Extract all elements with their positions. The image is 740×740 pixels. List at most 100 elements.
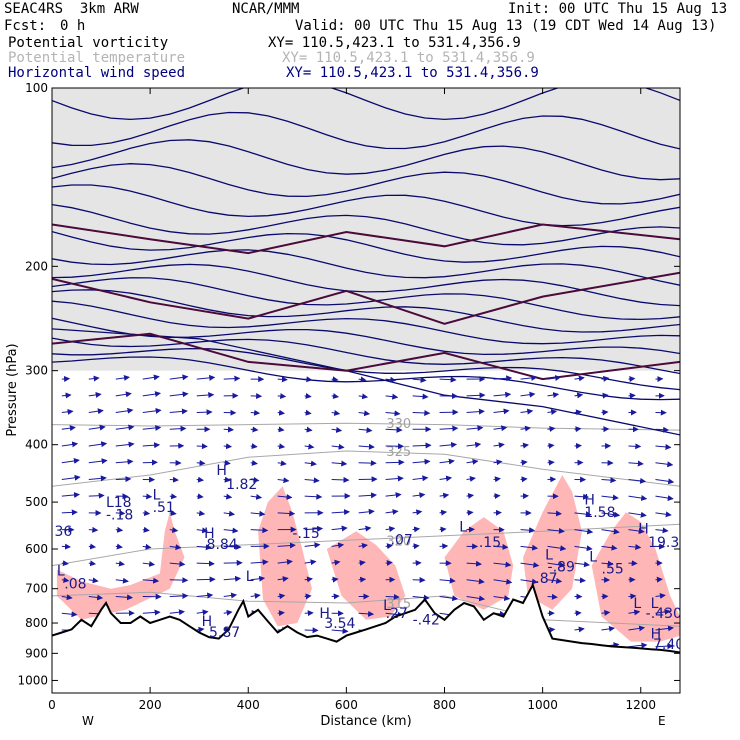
wind-vector — [223, 493, 233, 500]
x-tick-label: 400 — [237, 698, 260, 712]
wind-vector — [250, 510, 266, 517]
pv-annotation: 1.82 — [226, 477, 257, 493]
wind-vector — [574, 626, 585, 633]
wind-vector — [115, 476, 132, 483]
wind-vector — [628, 495, 648, 501]
wind-vector — [466, 560, 483, 567]
wind-vector — [331, 409, 341, 416]
pv-annotation: 1.58 — [584, 505, 615, 521]
wind-vector — [493, 476, 501, 483]
wind-vector — [655, 643, 674, 650]
x-axis-title: Distance (km) — [320, 714, 411, 729]
wind-vector — [520, 561, 540, 568]
wind-vector — [547, 510, 563, 517]
wind-vector — [142, 510, 151, 517]
wind-vector — [196, 560, 215, 567]
wind-vector — [304, 392, 312, 399]
wind-vector — [331, 476, 350, 483]
y-tick-label: 900 — [25, 646, 48, 660]
pv-annotation: H — [651, 627, 662, 643]
wind-vector — [223, 609, 233, 616]
wind-vector — [547, 561, 566, 568]
wind-vector — [331, 576, 339, 583]
wind-vector — [628, 443, 642, 450]
wind-vector — [358, 492, 378, 499]
wind-vector — [493, 425, 508, 432]
wind-vector — [385, 593, 400, 600]
wind-vector — [277, 610, 285, 617]
wind-vector — [628, 625, 646, 632]
wind-vector — [412, 376, 427, 383]
wind-vector — [196, 476, 204, 483]
wind-vector — [574, 511, 592, 518]
wind-vector — [304, 443, 315, 450]
wind-vector — [142, 526, 150, 533]
wind-vector — [61, 491, 81, 498]
x-tick-label: 800 — [433, 698, 456, 712]
wind-vector — [574, 409, 582, 416]
pv-annotation: .55 — [602, 562, 624, 578]
wind-vector — [61, 425, 76, 432]
wind-vector — [250, 409, 261, 416]
wind-vector — [628, 609, 641, 616]
y-tick-label: 700 — [25, 582, 48, 596]
wind-vector — [412, 594, 430, 601]
wind-vector — [655, 592, 666, 599]
wind-vector — [547, 442, 555, 449]
wind-vector — [547, 409, 558, 415]
wind-vector — [277, 477, 290, 484]
wind-vector — [385, 508, 399, 515]
wind-vector — [412, 526, 421, 533]
pv-shade-region — [444, 517, 514, 610]
pv-annotation: H — [584, 493, 595, 509]
wind-vector — [115, 407, 134, 414]
wind-speed-contour — [52, 139, 680, 181]
wind-vector — [61, 509, 78, 516]
wind-vector — [385, 410, 401, 417]
wind-vector — [223, 459, 231, 466]
wind-vector — [466, 441, 482, 448]
wind-vector — [601, 625, 616, 632]
wind-vector — [628, 544, 642, 551]
wind-vector — [331, 559, 341, 566]
wind-vector — [277, 494, 293, 501]
wind-vector — [385, 543, 393, 550]
wind-vector — [358, 376, 367, 383]
wind-vector — [466, 578, 485, 585]
wind-vector — [520, 578, 538, 585]
x-tick-label: 1200 — [625, 698, 656, 712]
wind-vector — [520, 408, 534, 415]
wind-vector — [574, 528, 594, 535]
wind-vector — [277, 393, 287, 400]
wind-vector — [169, 577, 189, 584]
wind-vector — [385, 492, 402, 499]
field-name-wind: Horizontal wind speed — [8, 65, 186, 81]
wind-vector — [88, 560, 97, 567]
wind-speed-contour — [52, 163, 680, 205]
wind-vector — [304, 460, 317, 467]
pv-annotation: -.89 — [548, 560, 575, 576]
theta-contour-label: 325 — [386, 445, 411, 460]
wind-vector — [250, 476, 260, 483]
wind-speed-contour — [52, 328, 680, 436]
wind-vector — [601, 560, 614, 567]
wind-vector — [520, 374, 538, 381]
wind-vector — [358, 542, 368, 549]
wind-vector — [574, 375, 585, 382]
wind-vector — [547, 593, 558, 600]
wind-vector — [61, 543, 72, 550]
wind-vector — [223, 592, 238, 599]
wind-vector — [196, 374, 216, 381]
pv-annotation: 8.84 — [207, 537, 238, 553]
pv-annotation: H — [204, 526, 215, 542]
pv-annotation: H — [319, 606, 330, 622]
pv-annotation: L — [459, 519, 467, 535]
wind-vector — [169, 527, 179, 533]
pv-annotation: -.42 — [413, 613, 440, 629]
wind-speed-contour — [52, 277, 680, 321]
wind-vector — [196, 576, 216, 583]
wind-vector — [169, 391, 189, 398]
wind-vector — [331, 393, 340, 400]
wind-vector — [439, 475, 453, 482]
